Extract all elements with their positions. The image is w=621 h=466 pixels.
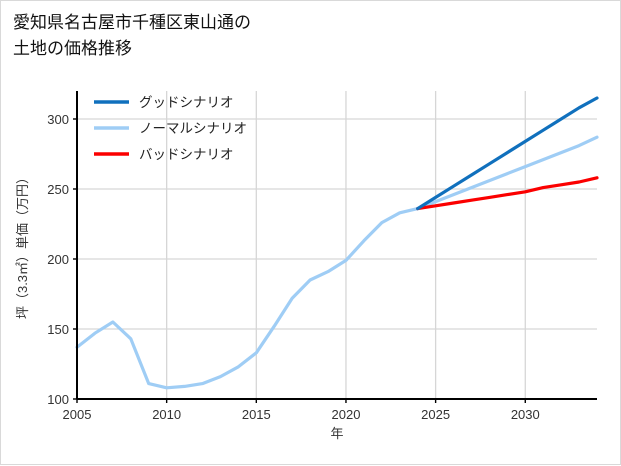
y-axis-ticks: 100 150 200 250 300 [47, 112, 77, 407]
x-tick-label: 2030 [511, 407, 540, 422]
y-tick-label: 150 [47, 322, 69, 337]
x-tick-label: 2005 [63, 407, 92, 422]
y-tick-label: 250 [47, 182, 69, 197]
series-line [416, 96, 599, 211]
y-tick-label: 100 [47, 392, 69, 407]
x-tick-label: 2025 [421, 407, 450, 422]
x-tick-label: 2010 [152, 407, 181, 422]
grid-lines [77, 91, 597, 399]
series-lines [75, 96, 599, 390]
y-tick-label: 200 [47, 252, 69, 267]
y-axis-title: 坪（3.3㎡）単価（万円） [15, 171, 30, 319]
series-line [416, 176, 599, 211]
series-line [75, 135, 599, 390]
x-tick-label: 2020 [332, 407, 361, 422]
x-tick-label: 2015 [242, 407, 271, 422]
axis-spines [76, 91, 597, 400]
y-tick-label: 300 [47, 112, 69, 127]
x-axis-ticks: 2005 2010 2015 2020 2025 2030 [63, 399, 540, 422]
legend-label: バッドシナリオ [139, 147, 234, 162]
legend-label: ノーマルシナリオ [139, 121, 247, 136]
legend-label: グッドシナリオ [139, 95, 234, 110]
page-title: 愛知県名古屋市千種区東山通の 土地の価格推移 [13, 13, 251, 58]
x-axis-title: 年 [330, 426, 343, 441]
